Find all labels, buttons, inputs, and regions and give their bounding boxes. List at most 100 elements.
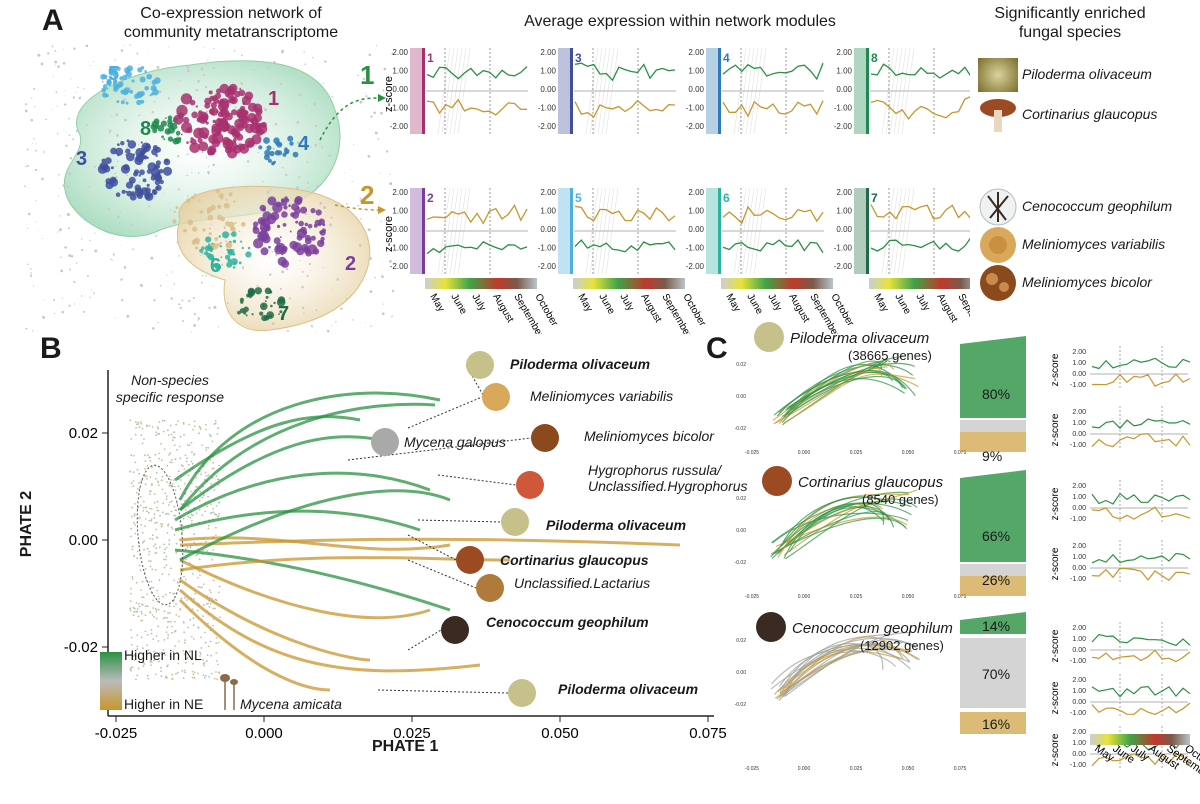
panel-c-zlabel: z-score — [1050, 629, 1061, 662]
node-module5 — [125, 101, 129, 105]
phate-point — [158, 652, 161, 655]
node-module3 — [155, 146, 161, 153]
phate-trajectory — [179, 489, 451, 562]
node-module2-faint — [219, 241, 222, 245]
node-module1 — [255, 122, 268, 135]
panel-c-trajectory — [778, 648, 902, 699]
panel-c-genes-2: (12902 genes) — [860, 638, 944, 653]
phate-point — [165, 498, 168, 500]
node-background — [391, 289, 395, 293]
phate-point — [179, 479, 182, 481]
phate-point — [183, 621, 185, 624]
panel-c-xtick: 0.050 — [902, 450, 915, 456]
panel-c-ytick: 0.02 — [736, 362, 746, 368]
node-background — [53, 298, 56, 301]
group-label-2: 2 — [360, 180, 375, 210]
node-module7 — [265, 295, 269, 299]
node-background — [68, 304, 71, 307]
node-background — [91, 289, 93, 291]
panel-c-pct-bottom-2: 16% — [982, 716, 1011, 732]
node-background — [320, 83, 322, 85]
phate-point — [215, 526, 217, 529]
phate-point — [179, 609, 182, 611]
node-background — [375, 44, 378, 47]
phate-trajectory — [178, 598, 331, 692]
panel-c-trajectory — [784, 498, 918, 560]
node-background — [289, 229, 291, 231]
phate-point — [215, 660, 218, 662]
phate-point — [199, 655, 201, 657]
panel-c-ztick: 2.00 — [1072, 543, 1086, 550]
node-background — [329, 223, 333, 227]
node-background — [83, 87, 85, 90]
phate-point — [144, 630, 147, 633]
phate-point — [168, 573, 170, 576]
node-background — [178, 255, 180, 257]
phate-point — [138, 564, 141, 567]
phate-point — [148, 519, 151, 522]
node-background — [370, 325, 372, 328]
node-background — [269, 189, 272, 191]
node-background — [34, 106, 36, 108]
node-module6 — [209, 248, 213, 253]
phate-point — [201, 496, 204, 499]
phate-point — [142, 665, 145, 667]
phate-point — [134, 433, 137, 436]
phate-point — [129, 668, 132, 670]
node-background — [391, 52, 395, 56]
phate-point — [207, 495, 210, 498]
non-species-ellipse — [136, 464, 184, 606]
node-module3 — [138, 174, 141, 177]
phate-point — [175, 614, 178, 616]
phate-point — [195, 554, 198, 557]
node-module6 — [240, 240, 243, 243]
node-module1 — [197, 137, 203, 143]
phate-point — [205, 428, 207, 431]
node-background — [34, 149, 37, 152]
phate-point — [129, 419, 132, 422]
node-background — [359, 199, 363, 202]
phate-leader-line — [347, 437, 532, 461]
module-ytick: 1.00 — [836, 207, 852, 216]
panel-c-ztick: 1.00 — [1072, 636, 1086, 643]
node-module1 — [180, 93, 192, 105]
phate-point — [218, 464, 220, 467]
node-background — [138, 181, 141, 183]
node-background — [310, 269, 312, 271]
node-module2-faint — [218, 193, 224, 199]
node-module4 — [287, 135, 294, 142]
phate-species-icon-0 — [466, 351, 494, 379]
node-background — [188, 299, 191, 303]
node-module2 — [295, 220, 299, 224]
node-module2 — [283, 205, 288, 210]
phate-point — [130, 592, 132, 595]
panel-c-trajectory — [778, 371, 915, 425]
piloderma-icon — [978, 58, 1018, 92]
node-background — [375, 217, 377, 219]
node-module2 — [262, 207, 266, 212]
phate-point — [214, 420, 217, 422]
phate-point — [173, 436, 176, 439]
phate-point — [160, 442, 162, 445]
node-background — [246, 160, 250, 163]
phate-point — [140, 523, 142, 526]
node-background — [240, 82, 243, 85]
phate-point — [184, 454, 187, 457]
panel-c-bar-green — [960, 612, 1026, 634]
module-panel-6: 62.001.000.00-1.00-2.00 — [686, 187, 824, 275]
node-background — [193, 324, 197, 327]
panel-letter-b: B — [40, 332, 62, 365]
node-background — [359, 100, 363, 104]
phate-point — [186, 546, 189, 548]
node-background — [217, 326, 220, 328]
module-ytick: 1.00 — [392, 207, 408, 216]
phate-point — [139, 516, 141, 519]
phate-point — [181, 524, 184, 527]
phate-point — [154, 569, 157, 571]
node-background — [186, 174, 189, 177]
node-module2 — [289, 230, 292, 233]
node-background — [213, 305, 217, 309]
node-background — [197, 319, 199, 321]
node-module6 — [232, 266, 236, 269]
phate-point — [215, 534, 217, 537]
